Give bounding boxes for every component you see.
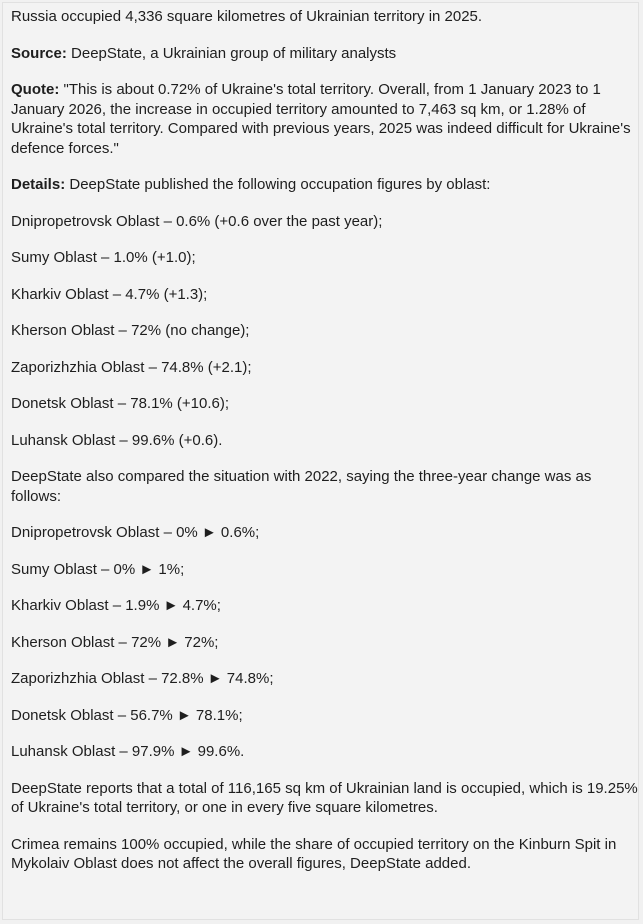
total-report-paragraph: DeepState reports that a total of 116,16…: [11, 779, 638, 817]
details-paragraph: Details: DeepState published the followi…: [11, 175, 638, 195]
source-label: Source:: [11, 44, 67, 62]
oblast-2025-item: Luhansk Oblast – 99.6% (+0.6).: [11, 431, 223, 449]
oblast-change-item: Dnipropetrovsk Oblast – 0% ► 0.6%;: [11, 524, 260, 541]
oblast-2025-item: Kherson Oblast – 72% (no change);: [11, 322, 250, 339]
quote-text: "This is about 0.72% of Ukraine's total …: [11, 81, 631, 157]
oblast-2025-item: Sumy Oblast – 1.0% (+1.0);: [11, 249, 196, 266]
details-label: Details:: [11, 176, 66, 193]
quote-paragraph: Quote: "This is about 0.72% of Ukraine's…: [11, 80, 638, 158]
oblast-2025-item: Kharkiv Oblast – 4.7% (+1.3);: [11, 285, 208, 303]
oblast-change-item: Kherson Oblast – 72% ► 72%;: [11, 633, 219, 651]
lead-paragraph: Russia occupied 4,336 square kilometres …: [11, 8, 483, 25]
source-paragraph: Source: DeepState, a Ukrainian group of …: [11, 44, 638, 64]
oblast-2025-item: Donetsk Oblast – 78.1% (+10.6);: [11, 395, 230, 412]
oblast-change-item: Sumy Oblast – 0% ► 1%;: [11, 560, 185, 578]
crimea-note-paragraph: Crimea remains 100% occupied, while the …: [11, 835, 617, 873]
quote-label: Quote:: [11, 81, 60, 98]
oblast-change-item: Kharkiv Oblast – 1.9% ► 4.7%;: [11, 597, 221, 614]
source-text: DeepState, a Ukrainian group of military…: [66, 44, 397, 62]
oblast-change-item: Luhansk Oblast – 97.9% ► 99.6%.: [11, 743, 245, 760]
oblast-change-item: Zaporizhzhia Oblast – 72.8% ► 74.8%;: [11, 670, 274, 687]
oblast-change-item: Donetsk Oblast – 56.7% ► 78.1%;: [11, 706, 243, 724]
oblast-2025-item: Zaporizhzhia Oblast – 74.8% (+2.1);: [11, 358, 252, 376]
comparison-intro: DeepState also compared the situation wi…: [11, 468, 592, 505]
oblast-2025-item: Dnipropetrovsk Oblast – 0.6% (+0.6 over …: [11, 212, 383, 230]
details-text: DeepState published the following occupa…: [65, 176, 491, 193]
